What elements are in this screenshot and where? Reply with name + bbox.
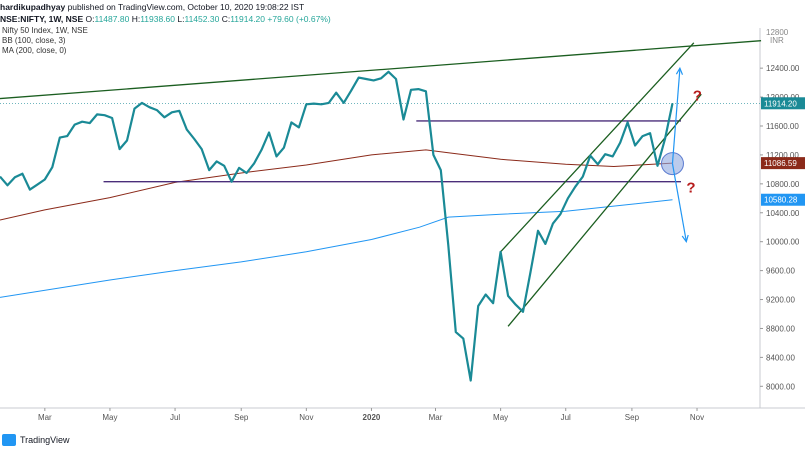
y-tick-label: 9200.00	[766, 296, 795, 305]
x-tick-label: May	[493, 413, 508, 422]
y-tick-label: 9600.00	[766, 267, 795, 276]
y-tick-label: 8400.00	[766, 353, 795, 362]
long-trendline	[0, 40, 762, 100]
ohlc-high: 11938.60	[140, 14, 176, 24]
y-tick-label: 11600.00	[766, 122, 799, 131]
x-tick-label: Jul	[170, 413, 180, 422]
ohlc-o-label: O:	[85, 14, 95, 24]
y-tick-label: 8000.00	[766, 382, 795, 391]
legend-ma[interactable]: MA (200, close, 0)	[2, 46, 67, 55]
publish-line: hardikupadhyay published on TradingView.…	[0, 2, 304, 12]
y-tick-label: 10800.00	[766, 180, 800, 189]
question-mark-2: ?	[686, 180, 695, 197]
publish-info: published on TradingView.com, October 10…	[67, 2, 305, 12]
ohlc-open: 11487.80	[94, 14, 130, 24]
y-tick-label: 10000.00	[766, 238, 800, 247]
currency-label: INR	[770, 36, 784, 45]
arrow-up	[671, 68, 681, 164]
y-tick-label: 12400.00	[766, 64, 800, 73]
chart-footer: TradingView	[0, 431, 805, 452]
tradingview-logo-text: TradingView	[20, 435, 70, 445]
ohlc-change: +79.60 (+0.67%)	[267, 14, 331, 24]
arrow-up-head	[675, 66, 684, 75]
ohlc-close: 11914.20	[230, 14, 266, 24]
x-tick-label: Mar	[38, 413, 52, 422]
channel-upper-line	[500, 42, 695, 253]
arrow-down	[671, 163, 687, 242]
y-tick-label: 11200.00	[766, 151, 799, 160]
x-tick-label: May	[102, 413, 117, 422]
ohlc-c-label: C:	[221, 14, 231, 24]
chart-header: hardikupadhyay published on TradingView.…	[0, 0, 805, 55]
ohlc-h-label: H:	[131, 14, 141, 24]
symbol-label: NSE:NIFTY, 1W, NSE	[0, 14, 84, 24]
tradingview-logo-icon	[2, 434, 16, 446]
price-label-box	[761, 193, 805, 206]
x-tick-label: Sep	[625, 413, 640, 422]
y-tick-label: 10400.00	[766, 209, 800, 218]
x-tick-label: Mar	[429, 413, 443, 422]
legend-bb[interactable]: BB (100, close, 3)	[2, 36, 66, 45]
arrow-down-head	[681, 234, 689, 244]
price-label-text: 11914.20	[764, 99, 797, 108]
ohlc-l-label: L:	[177, 14, 185, 24]
x-tick-label: Nov	[690, 413, 704, 422]
tradingview-logo[interactable]: TradingView	[2, 434, 70, 446]
legend-title[interactable]: Nifty 50 Index, 1W, NSE	[2, 26, 88, 35]
y-tick-label: 8800.00	[766, 324, 795, 333]
bb-basis-line	[0, 149, 673, 221]
x-tick-label: Nov	[299, 413, 313, 422]
ma-line	[0, 199, 673, 298]
price-label-box	[761, 157, 805, 170]
ohlc-low: 11452.30	[184, 14, 220, 24]
x-tick-label: 2020	[363, 413, 381, 422]
author-name[interactable]: hardikupadhyay	[0, 2, 66, 12]
price-label-text: 10580.28	[764, 196, 798, 205]
ohlc-line: NSE:NIFTY, 1W, NSE O:11487.80 H:11938.60…	[0, 14, 331, 24]
price-line	[0, 70, 674, 382]
channel-lower-line	[507, 93, 702, 327]
price-label-text: 11086.59	[764, 159, 797, 168]
price-label-box	[761, 97, 805, 110]
question-mark-1: ?	[693, 88, 702, 105]
x-tick-label: Jul	[561, 413, 571, 422]
x-tick-label: Sep	[234, 413, 249, 422]
y-tick-label-partial: 12800	[766, 28, 789, 37]
